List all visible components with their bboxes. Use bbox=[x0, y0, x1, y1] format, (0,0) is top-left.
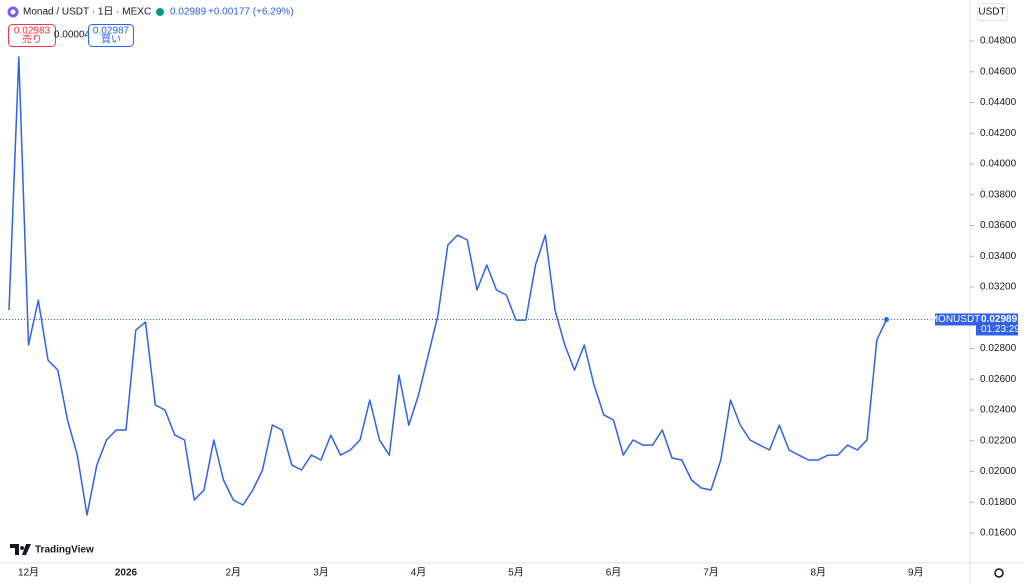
price-tag-value: 0.02989 bbox=[981, 314, 1018, 325]
price-change: +0.00177 (+6.29%) bbox=[208, 7, 294, 18]
x-tick-label: 8月 bbox=[810, 567, 826, 579]
price-tag bbox=[935, 313, 976, 326]
buy-button[interactable] bbox=[88, 24, 134, 47]
x-tick-label: 4月 bbox=[411, 567, 427, 579]
y-tick-label: 0.04000 bbox=[980, 159, 1017, 170]
price-tag-countdown: 01:23:29 bbox=[981, 324, 1020, 335]
y-tick-label: 0.04600 bbox=[980, 66, 1017, 77]
x-tick-label: 3月 bbox=[313, 567, 329, 579]
y-tick-label: 0.02000 bbox=[980, 466, 1017, 477]
currency-button[interactable] bbox=[977, 3, 1008, 21]
x-tick-label: 7月 bbox=[703, 567, 719, 579]
y-tick-label: 0.04800 bbox=[980, 36, 1017, 47]
y-tick-label: 0.04200 bbox=[980, 128, 1017, 139]
status-dot bbox=[156, 8, 164, 16]
brand-logo bbox=[10, 544, 31, 555]
y-tick-label: 0.02600 bbox=[980, 374, 1017, 385]
buy-label: 買い bbox=[101, 34, 121, 46]
x-tick-label: 2月 bbox=[225, 567, 241, 579]
y-tick-label: 0.03800 bbox=[980, 189, 1017, 200]
settings-icon[interactable] bbox=[994, 568, 1004, 578]
price-line bbox=[8, 56, 888, 516]
x-tick-label: 9月 bbox=[908, 567, 924, 579]
last-price: 0.02989 bbox=[170, 7, 207, 18]
price-tag bbox=[976, 313, 1018, 336]
last-point bbox=[884, 316, 889, 322]
symbol-icon bbox=[10, 9, 16, 15]
buy-price: 0.02987 bbox=[93, 26, 130, 37]
y-tick-label: 0.03600 bbox=[980, 220, 1017, 231]
sell-price: 0.02983 bbox=[14, 26, 51, 37]
y-tick-label: 0.02800 bbox=[980, 343, 1017, 354]
y-tick-label: 0.02200 bbox=[980, 435, 1017, 446]
x-tick-label: 5月 bbox=[508, 567, 524, 579]
x-tick-label: 6月 bbox=[606, 567, 622, 579]
y-tick-label: 0.01600 bbox=[980, 528, 1017, 539]
sell-button[interactable] bbox=[8, 24, 56, 47]
price-tag-symbol: MONUSDT bbox=[930, 314, 981, 325]
brand: TradingView bbox=[35, 545, 94, 556]
y-tick-label: 0.01800 bbox=[980, 497, 1017, 508]
x-tick-label: 12月 bbox=[18, 567, 39, 579]
sell-label: 売り bbox=[22, 33, 42, 46]
y-tick-label: 0.03400 bbox=[980, 251, 1017, 262]
symbol-title: Monad / USDT · 1日 · MEXC bbox=[23, 7, 151, 18]
y-tick-label: 0.04400 bbox=[980, 97, 1017, 108]
y-tick-label: 0.02400 bbox=[980, 405, 1017, 416]
spread: 0.00004 bbox=[54, 30, 91, 41]
x-tick-label: 2026 bbox=[115, 568, 138, 579]
currency: USDT bbox=[978, 7, 1005, 18]
y-tick-label: 0.03200 bbox=[980, 282, 1017, 293]
